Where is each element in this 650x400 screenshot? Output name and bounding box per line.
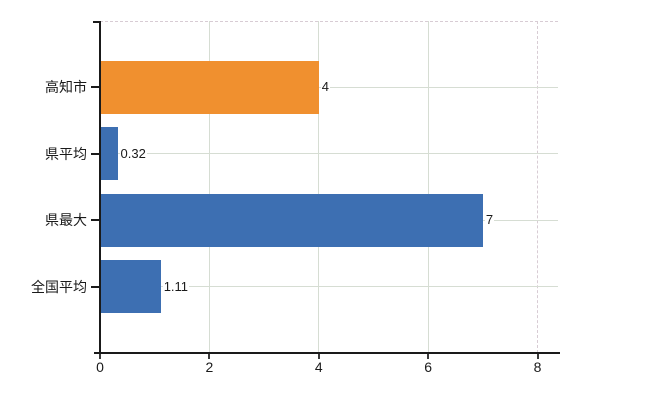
gridline-y [100,153,558,155]
x-tick-label: 6 [424,359,433,375]
x-axis-tick [536,354,539,359]
x-axis-tick [317,354,320,359]
y-axis-tick [91,86,99,89]
x-axis-tick [427,354,430,359]
category-label: 高知市 [45,79,87,96]
bar [100,127,118,181]
gridline-x [537,21,539,353]
value-label: 7 [484,211,495,230]
bar [100,193,483,247]
y-axis-tick [91,152,99,155]
y-axis-tick [91,219,99,222]
x-tick-label: 4 [314,359,323,375]
y-axis-tick [91,285,99,288]
y-axis-top-tick [93,21,100,23]
x-tick-label: 2 [205,359,214,375]
bar [100,260,161,314]
category-label: 全国平均 [31,278,87,295]
value-label: 4 [320,78,330,97]
bar [100,60,319,114]
x-axis-line [94,352,560,354]
plot-top-border [100,21,558,22]
value-label: 1.11 [162,277,190,296]
gridline-y [100,286,558,288]
gridline-x [318,21,320,353]
x-axis-tick [208,354,211,359]
category-label: 県平均 [45,145,87,162]
value-label: 0.32 [119,144,147,163]
gridline-x [427,21,429,353]
x-axis-tick [99,354,101,359]
category-label: 県最大 [45,212,87,229]
gridline-x [208,21,210,353]
x-tick-label: 0 [96,359,104,375]
x-tick-label: 8 [533,359,542,375]
y-axis-line [99,21,101,353]
